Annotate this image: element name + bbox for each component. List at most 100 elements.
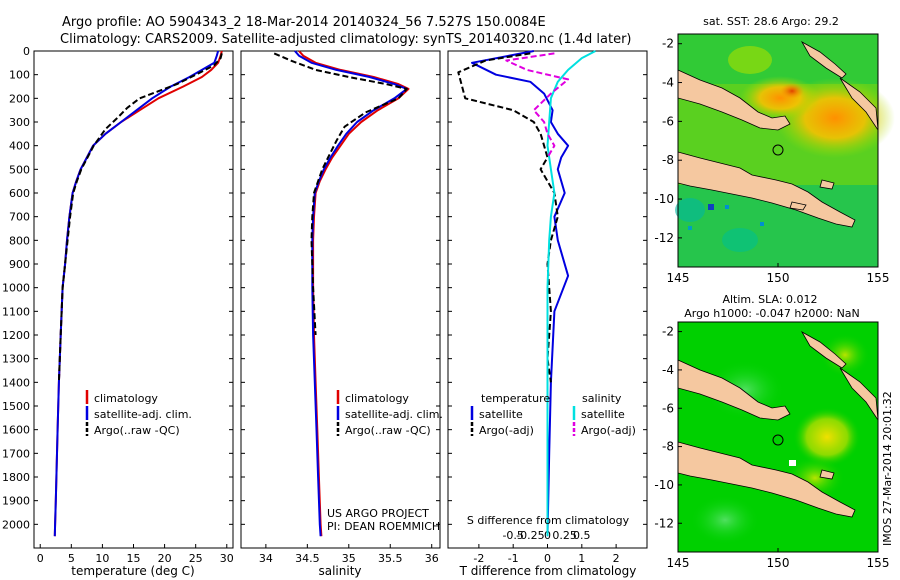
project-pi: PI: DEAN ROEMMICH (327, 520, 440, 533)
depth-tick-label: 200 (9, 92, 30, 105)
x-tick-label: -1 (508, 552, 519, 565)
map-x-tick-label: 150 (767, 271, 790, 285)
legend-label-climatology: climatology (345, 392, 409, 405)
map-y-tick-label: -8 (662, 153, 674, 167)
depth-tick-label: 1200 (2, 329, 30, 342)
salinity-axes (240, 50, 441, 549)
x-tick-label: 34.5 (295, 552, 320, 565)
s-tick-label: -0.5 (502, 529, 523, 542)
sst-map-title: sat. SST: 28.6 Argo: 29.2 (703, 15, 839, 28)
salinity-difference-ticks: -0.5-0.25 0 0.250.5 (502, 529, 590, 542)
depth-tick-label: 2000 (2, 518, 30, 531)
difference-panel: -2 -1 0 1 2 -0.5-0.25 0 0.250.5 temperature sa… (447, 50, 648, 578)
depth-tick-label: 1800 (2, 471, 30, 484)
series-satellite-adj-clim (294, 50, 408, 537)
legend-label-temp-satellite: satellite (479, 408, 523, 421)
map-y-tick-label: -2 (662, 325, 674, 339)
legend-label-temp-argo: Argo(-adj) (479, 424, 534, 437)
map-x-tick-label: 155 (867, 556, 890, 570)
series-salinity-satellite (546, 50, 596, 537)
salinity-legend: climatology satellite-adj. clim. Argo(..… (336, 390, 443, 437)
difference-y-ticks (448, 50, 647, 525)
depth-axis: 0 100 200 300 400 500 600 700 800 900 1000 1100 1200… (2, 45, 233, 531)
s-tick-label: 0.25 (552, 529, 577, 542)
legend-label-climatology: climatology (94, 392, 158, 405)
map-y-tick-label: -4 (662, 76, 674, 90)
temperature-difference-xlabel: T difference from climatology (459, 564, 637, 578)
x-tick-label: 0 (544, 552, 551, 565)
depth-tick-label: 500 (9, 163, 30, 176)
depth-tick-label: 1600 (2, 424, 30, 437)
depth-tick-label: 0 (23, 45, 30, 58)
depth-tick-label: 1700 (2, 447, 30, 460)
map-x-tick-label: 145 (667, 271, 690, 285)
sst-map-axes: 145 150 155 -2 -4 -6 -8 -10 -12 (654, 37, 889, 285)
depth-tick-label: 1100 (2, 305, 30, 318)
salinity-lines (273, 50, 410, 537)
map-x-tick-label: 145 (667, 556, 690, 570)
temperature-panel: 0100200300400500600700800900100011001200… (2, 45, 234, 578)
project-name: US ARGO PROJECT (327, 507, 429, 520)
map-y-tick-label: -2 (662, 37, 674, 51)
series-salinity-argo-adj (505, 52, 570, 159)
temperature-lines (53, 50, 223, 537)
depth-tick-label: 1900 (2, 495, 30, 508)
salinity-x-axis: 34 34.5 35 35.5 36 (259, 544, 439, 565)
legend-label-satellite: satellite-adj. clim. (345, 408, 443, 421)
s-tick-label: 0.5 (573, 529, 591, 542)
x-tick-label: 0 (37, 552, 44, 565)
x-tick-label: 30 (220, 552, 234, 565)
depth-tick-label: 900 (9, 258, 30, 271)
series-temperature-satellite (471, 50, 570, 537)
depth-tick-label: 800 (9, 234, 30, 247)
x-tick-label: 36 (425, 552, 439, 565)
series-argo-raw-qc (57, 53, 223, 383)
x-tick-label: 25 (189, 552, 203, 565)
x-tick-label: 5 (68, 552, 75, 565)
x-tick-label: 35.5 (378, 552, 403, 565)
x-tick-label: 10 (95, 552, 109, 565)
difference-legend: temperature salinity satellite Argo(-adj… (470, 392, 636, 437)
legend-label-sal-satellite: satellite (581, 408, 625, 421)
x-tick-label: 15 (127, 552, 141, 565)
salinity-xlabel: salinity (318, 564, 361, 578)
map-y-tick-label: -12 (654, 231, 674, 245)
x-tick-label: 35 (342, 552, 356, 565)
difference-lines (457, 50, 596, 537)
depth-tick-label: 1000 (2, 282, 30, 295)
header-climatology: Climatology: CARS2009. Satellite-adjuste… (60, 32, 632, 47)
temperature-legend: climatology satellite-adj. clim. Argo(..… (85, 390, 192, 437)
sla-land (677, 330, 879, 518)
sst-argo-marker (772, 144, 784, 156)
depth-tick-label: 1300 (2, 353, 30, 366)
series-argo-raw-qc (273, 52, 408, 336)
sla-map-title: Altim. SLA: 0.012 (722, 293, 817, 306)
map-y-tick-label: -12 (654, 516, 674, 530)
depth-tick-label: 1400 (2, 376, 30, 389)
sst-land (677, 40, 879, 228)
map-y-tick-label: -4 (662, 363, 674, 377)
sla-map-panel: Altim. SLA: 0.012 Argo h1000: -0.047 h20… (654, 293, 889, 570)
temperature-x-axis: 0 5 10 15 20 25 30 (37, 544, 234, 565)
sla-map-subtitle: Argo h1000: -0.047 h2000: NaN (684, 307, 860, 320)
depth-tick-label: 100 (9, 69, 30, 82)
temperature-axes (33, 50, 234, 549)
watermark: IMOS 27-Mar-2014 20:01:32 (881, 391, 894, 546)
depth-tick-label: 1500 (2, 400, 30, 413)
header-title: Argo profile: AO 5904343_2 18-Mar-2014 2… (62, 15, 546, 30)
legend-label-argo: Argo(..raw -QC) (94, 424, 180, 437)
x-tick-label: 34 (259, 552, 273, 565)
map-y-tick-label: -8 (662, 440, 674, 454)
sla-missing-pixel (789, 460, 796, 466)
sla-map-axes: 145 150 155 -2 -4 -6 -8 -10 -12 (654, 325, 889, 570)
map-x-tick-label: 150 (767, 556, 790, 570)
map-y-tick-label: -6 (662, 114, 674, 128)
difference-x-axis: -2 -1 0 1 2 (473, 544, 620, 565)
sst-cold-pixel (708, 204, 714, 210)
map-y-tick-label: -6 (662, 401, 674, 415)
salinity-y-ticks (241, 50, 440, 525)
legend-label-satellite: satellite-adj. clim. (94, 408, 192, 421)
legend-label-argo: Argo(..raw -QC) (345, 424, 431, 437)
map-y-tick-label: -10 (654, 192, 674, 206)
